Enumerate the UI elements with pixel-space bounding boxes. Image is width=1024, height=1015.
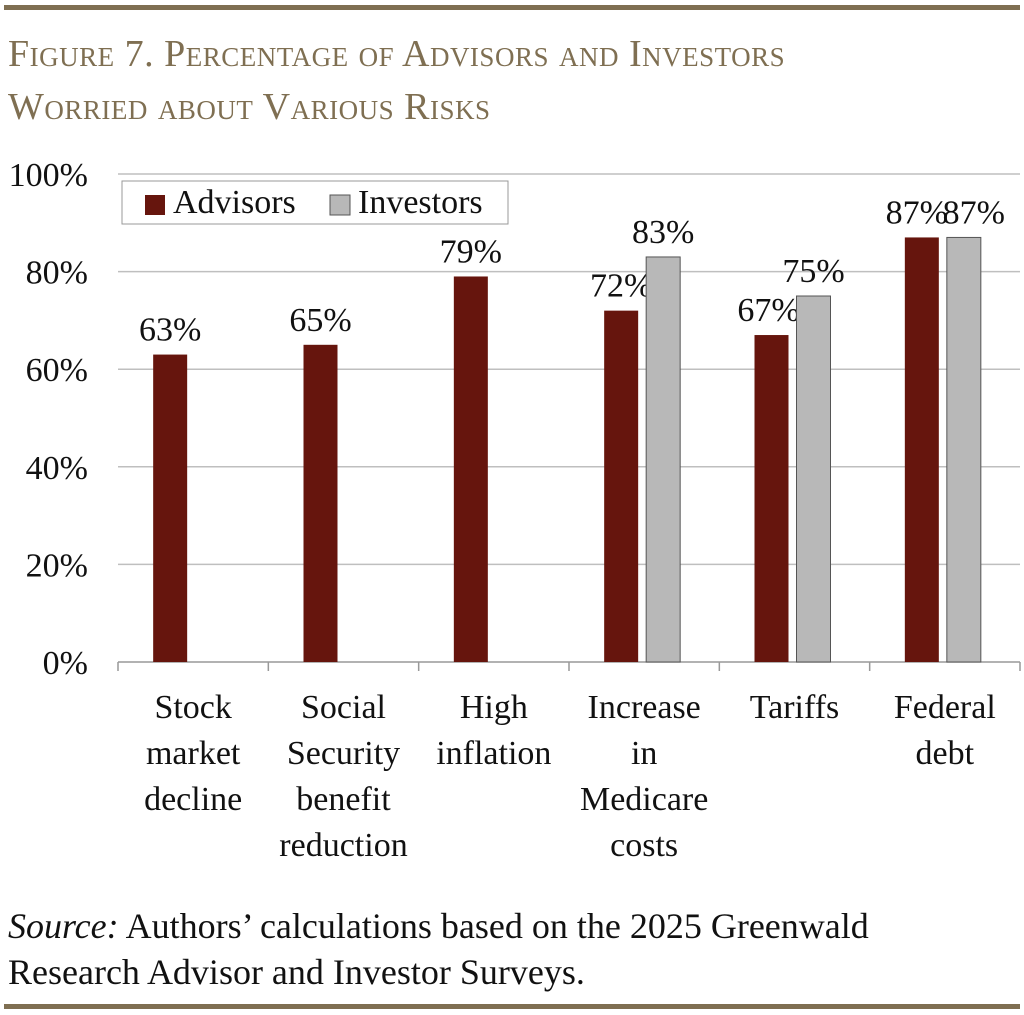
investors-data-label: 75% bbox=[782, 253, 844, 290]
bottom-rule bbox=[4, 1004, 1020, 1009]
advisors-bar bbox=[604, 310, 639, 662]
y-tick-label: 80% bbox=[26, 255, 88, 292]
advisors-data-label: 79% bbox=[440, 233, 502, 270]
legend-swatch-investors bbox=[329, 194, 351, 216]
top-rule bbox=[4, 5, 1020, 10]
category-label: Stock bbox=[154, 689, 231, 726]
source-text: Authors’ calculations based on the 2025 … bbox=[118, 906, 869, 946]
y-tick-label: 60% bbox=[26, 352, 88, 389]
category-label: decline bbox=[144, 781, 242, 818]
source-text-2: Research Advisor and Investor Surveys. bbox=[8, 952, 585, 992]
category-label: inflation bbox=[436, 735, 551, 772]
y-tick-label: 40% bbox=[26, 450, 88, 487]
advisors-bar bbox=[453, 276, 488, 662]
source-label: Source: bbox=[8, 906, 119, 946]
title-line-2: Worried about Various Risks bbox=[8, 86, 491, 128]
y-tick-label: 20% bbox=[26, 547, 88, 584]
category-label: High bbox=[460, 689, 528, 726]
source-note: Source: Authors’ calculations based on t… bbox=[8, 903, 869, 995]
category-label: in bbox=[631, 735, 657, 772]
investors-bar bbox=[796, 295, 831, 663]
investors-data-label: 87% bbox=[943, 194, 1005, 231]
chart-title: Figure 7. Percentage of Advisors and Inv… bbox=[8, 28, 785, 134]
category-label: Medicare bbox=[580, 781, 708, 818]
category-label: reduction bbox=[279, 827, 407, 864]
advisors-bar bbox=[904, 237, 939, 662]
advisors-data-label: 87% bbox=[886, 194, 948, 231]
advisors-data-label: 65% bbox=[289, 302, 351, 339]
category-label: debt bbox=[916, 735, 975, 772]
y-tick-label: 0% bbox=[43, 645, 88, 682]
category-label: costs bbox=[610, 827, 678, 864]
investors-bar bbox=[645, 256, 681, 663]
advisors-data-label: 72% bbox=[590, 268, 652, 305]
advisors-data-label: 63% bbox=[139, 312, 201, 349]
legend-label-advisors: Advisors bbox=[173, 184, 296, 221]
investors-bar bbox=[946, 236, 982, 663]
investors-data-label: 83% bbox=[632, 214, 694, 251]
category-label: Social bbox=[301, 689, 386, 726]
legend-label-investors: Investors bbox=[358, 184, 483, 221]
category-label: Security bbox=[287, 735, 400, 772]
advisors-bar bbox=[153, 354, 188, 662]
title-line-1: Figure 7. Percentage of Advisors and Inv… bbox=[8, 33, 786, 75]
category-label: Increase bbox=[588, 689, 701, 726]
y-tick-label: 100% bbox=[9, 157, 88, 194]
category-label: market bbox=[146, 735, 241, 772]
advisors-data-label: 67% bbox=[737, 292, 799, 329]
category-label: Tariffs bbox=[750, 689, 840, 726]
category-label: Federal bbox=[894, 689, 996, 726]
legend-swatch-advisors bbox=[145, 195, 165, 215]
advisors-bar bbox=[754, 335, 789, 662]
legend-box bbox=[121, 180, 509, 225]
advisors-bar bbox=[303, 344, 338, 662]
category-label: benefit bbox=[296, 781, 391, 818]
